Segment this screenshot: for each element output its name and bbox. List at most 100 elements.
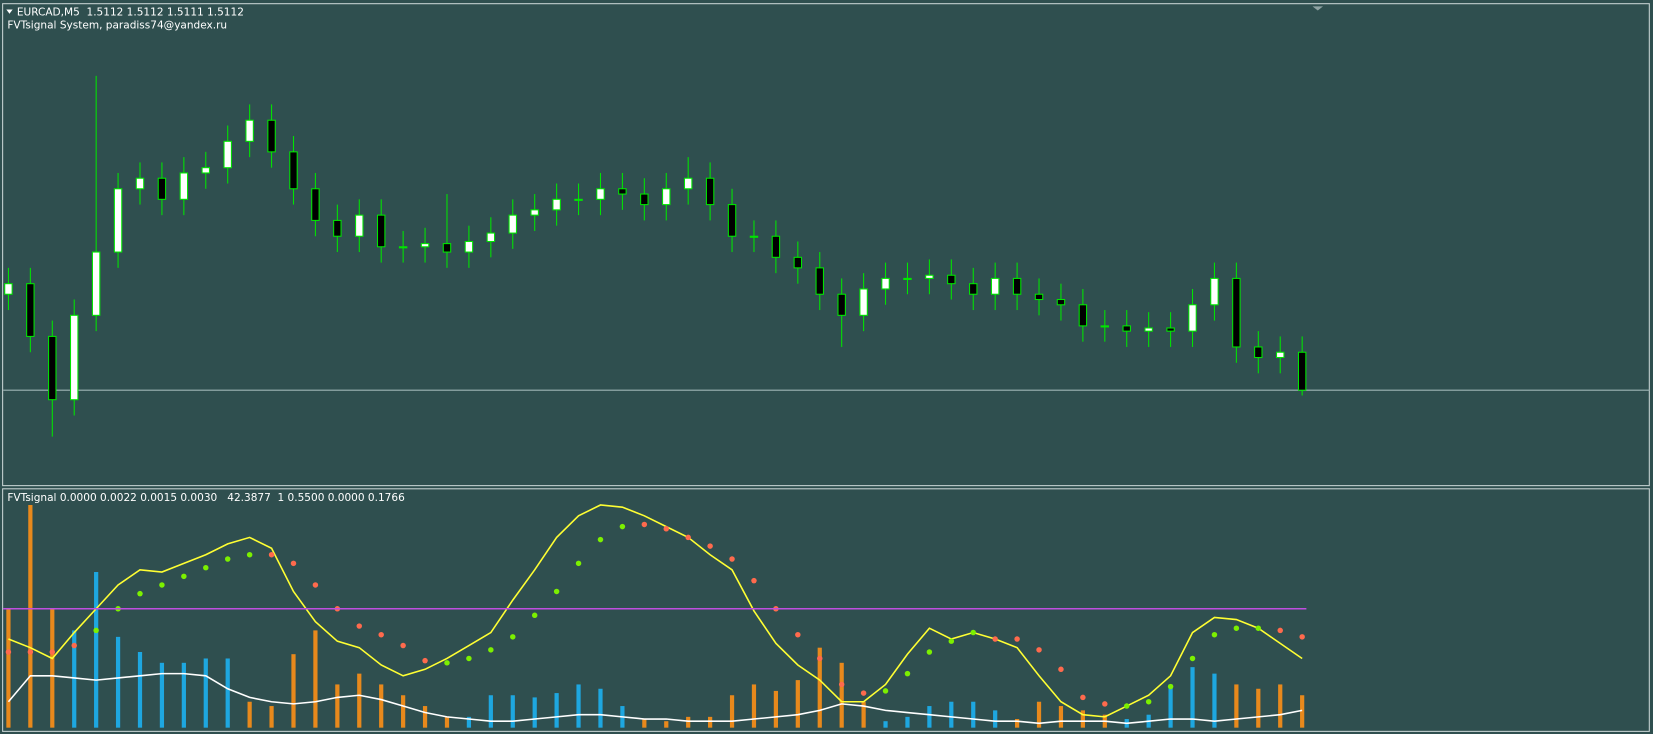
histogram-bar [795, 680, 800, 728]
collapse-arrow[interactable] [6, 9, 13, 14]
candle-body [442, 243, 452, 253]
signal-dot [312, 582, 319, 588]
candle-body [135, 177, 145, 190]
histogram-bar [181, 662, 186, 728]
candle-body [26, 283, 35, 337]
histogram-bar [708, 716, 713, 728]
signal-dot [619, 523, 626, 530]
histogram-bar [1190, 667, 1195, 728]
price-window-frame [2, 3, 1650, 487]
candle-body [596, 188, 605, 200]
signal-dot [597, 536, 604, 543]
candle-body [1012, 277, 1022, 295]
histogram-bar [993, 710, 998, 728]
histogram-bar [1278, 684, 1283, 728]
histogram-bar [1234, 684, 1239, 728]
signal-dot [1299, 634, 1305, 640]
candle-body [398, 246, 408, 249]
histogram-bar [488, 695, 493, 728]
histogram-bar [72, 630, 77, 728]
candle-body [1034, 293, 1044, 301]
signal-dot [27, 649, 34, 655]
candle-body [727, 204, 737, 237]
histogram-bar [422, 706, 428, 728]
candle-body [91, 251, 101, 316]
marks [3, 75, 1650, 728]
candle-body [618, 188, 627, 195]
candle-body [245, 119, 254, 142]
signal-dot [510, 634, 516, 640]
signal-dot [1080, 694, 1086, 701]
histogram-bar [751, 684, 757, 728]
signal-dot [466, 655, 472, 662]
histogram-bar [971, 701, 976, 728]
signal-dot [1014, 636, 1020, 642]
histogram-bar [1058, 706, 1064, 728]
histogram-bar [50, 608, 55, 728]
histogram-bar [1168, 684, 1173, 728]
histogram-bar [269, 706, 274, 728]
signal-dot [904, 670, 911, 677]
histogram-bar [379, 684, 384, 728]
candle-body [1078, 304, 1088, 327]
signal-dot [1211, 631, 1218, 638]
candle-body [1188, 304, 1197, 332]
histogram-bar [642, 719, 647, 728]
signal-dot [729, 556, 735, 562]
candle-body [289, 151, 298, 190]
signal-dot [685, 534, 691, 541]
candle-body [1100, 325, 1110, 328]
signal-dot [1145, 698, 1152, 705]
signal-dot [268, 551, 275, 558]
candle-body [4, 283, 13, 295]
candle-body [1232, 277, 1241, 348]
histogram-bar [335, 684, 340, 728]
signal-dot [531, 612, 538, 618]
chart-header: EURCAD,M5 1.5112 1.5112 1.5111 1.5112 [17, 7, 244, 19]
histogram-bar [576, 684, 581, 728]
signal-dot [641, 521, 648, 528]
signal-dot [575, 560, 582, 567]
histogram-bar [28, 504, 33, 728]
histogram-bar [905, 716, 910, 728]
signal-dot [751, 577, 757, 584]
histogram-bar [247, 701, 252, 728]
candle-body [881, 277, 890, 290]
histogram-bar [839, 662, 844, 728]
candle-body [113, 188, 123, 253]
histogram-bar [1300, 695, 1305, 728]
histogram-bar [817, 647, 822, 728]
signal-dot [444, 660, 450, 666]
candle-body [1056, 298, 1066, 306]
candle-body [355, 214, 364, 237]
signal-dot [663, 526, 670, 532]
candle-body [793, 256, 803, 269]
candle-body [749, 235, 759, 238]
signal-dot [882, 688, 889, 694]
signal-dot [948, 638, 955, 644]
candle-body [969, 283, 978, 295]
signal-dot [795, 631, 801, 638]
signal-dot [817, 655, 823, 662]
shift-marker[interactable] [1312, 6, 1324, 11]
histogram-bar [554, 693, 559, 728]
candle-body [815, 267, 824, 295]
candle-body [947, 274, 956, 285]
histogram-bar [927, 706, 932, 728]
histogram-bar [773, 690, 779, 728]
signal-dot [400, 642, 406, 649]
signal-dot [860, 690, 867, 696]
signal-dot [926, 649, 933, 655]
candle-body [157, 177, 167, 200]
candle-body [223, 140, 232, 169]
candle-body [1122, 325, 1131, 332]
histogram-bar [664, 721, 669, 728]
candle-body [903, 277, 912, 280]
histogram-bar [949, 701, 954, 728]
signal-dot [1167, 683, 1174, 690]
histogram-bar [203, 658, 208, 728]
candle-body [1254, 346, 1263, 359]
signal-dot [422, 657, 428, 664]
